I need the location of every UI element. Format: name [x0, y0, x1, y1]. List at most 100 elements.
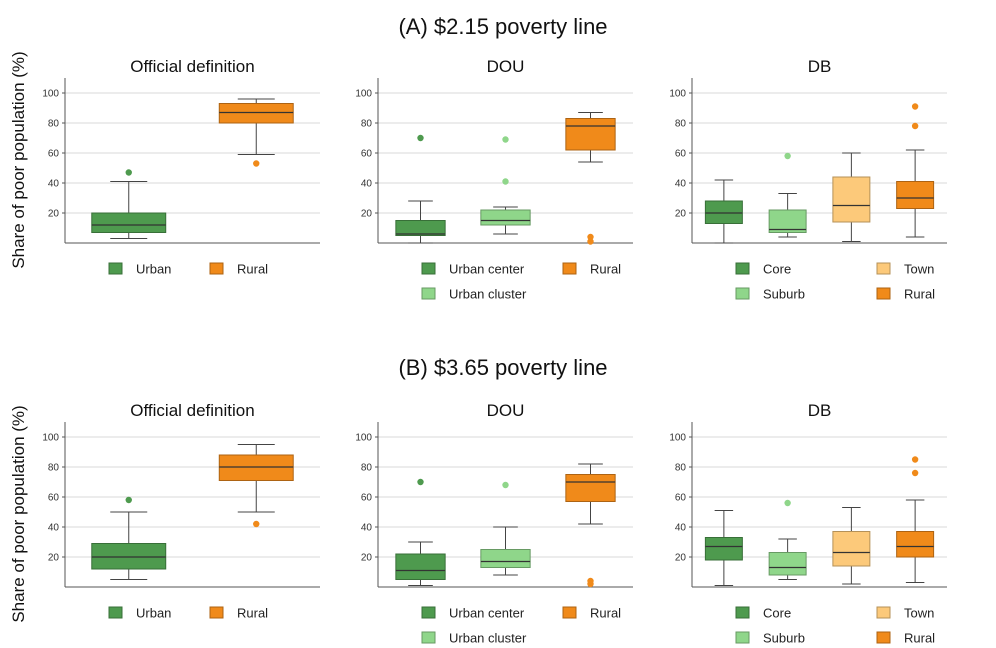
legend-item: Rural — [562, 262, 621, 277]
section-a-title: (A) $2.15 poverty line — [398, 14, 607, 39]
iqr-box — [832, 176, 871, 223]
legend-swatch — [562, 262, 577, 275]
legend-swatch — [876, 631, 891, 644]
section-b-title: (B) $3.65 poverty line — [398, 355, 607, 380]
y-tick-label: 100 — [42, 89, 59, 100]
y-tick-label: 80 — [48, 463, 60, 474]
y-tick-label: 40 — [361, 523, 373, 534]
iqr-box — [565, 118, 616, 151]
legend-swatch — [735, 287, 750, 300]
y-axis-label-a: Share of poor population (%) — [9, 51, 28, 268]
iqr-box — [395, 553, 446, 580]
outlier-point — [502, 178, 509, 185]
iqr-box — [91, 543, 167, 570]
legend-label: Urban — [136, 262, 171, 277]
legend-label: Rural — [590, 262, 621, 277]
box-town — [832, 152, 871, 242]
panel-title: DB — [808, 57, 832, 76]
panel-title: Official definition — [130, 57, 254, 76]
y-tick-label: 20 — [675, 553, 687, 564]
outlier-point — [587, 233, 594, 241]
outlier-point — [587, 238, 594, 245]
legend-label: Core — [763, 606, 791, 621]
y-tick-label: 20 — [48, 209, 60, 220]
iqr-box — [832, 531, 871, 567]
legend-label: Urban cluster — [449, 287, 527, 302]
box-rural — [565, 463, 616, 588]
legend-swatch — [876, 287, 891, 300]
legend-item: Urban — [108, 262, 171, 277]
outlier-point — [253, 160, 260, 167]
legend-label: Town — [904, 262, 934, 277]
legend-label: Rural — [904, 631, 935, 646]
iqr-box — [896, 181, 935, 209]
legend-swatch — [735, 262, 750, 275]
outlier-point — [784, 152, 791, 160]
panel-title: DOU — [487, 401, 525, 420]
y-tick-label: 80 — [361, 463, 373, 474]
outlier-point — [125, 496, 132, 504]
panel-title: DOU — [487, 57, 525, 76]
panel-a-1: Official definition 20 40 60 80 100 Urban Rural — [42, 57, 320, 277]
y-tick-label: 100 — [669, 89, 686, 100]
y-tick-label: 40 — [675, 179, 687, 190]
y-tick-label: 100 — [42, 433, 59, 444]
box-rural — [896, 456, 935, 583]
box-urban — [91, 169, 167, 239]
outlier-point — [502, 136, 509, 143]
box-urban-cluster — [480, 136, 531, 235]
legend-swatch — [562, 606, 577, 619]
outlier-point — [587, 577, 594, 585]
box-rural — [565, 112, 616, 245]
legend-swatch — [209, 606, 224, 619]
iqr-box — [480, 549, 531, 568]
box-urban-center — [395, 478, 446, 586]
outlier-point — [417, 478, 424, 486]
panel-a-3: DB 20 40 60 80 100 Core Town Suburb Rural — [669, 57, 947, 302]
legend-label: Rural — [904, 287, 935, 302]
panel-title: DB — [808, 401, 832, 420]
y-tick-label: 80 — [675, 463, 687, 474]
box-urban-cluster — [480, 481, 531, 576]
iqr-box — [565, 474, 616, 502]
outlier-point — [911, 469, 919, 477]
y-tick-label: 40 — [48, 523, 60, 534]
outlier-point — [253, 520, 260, 528]
box-core — [704, 510, 743, 586]
legend-swatch — [421, 631, 436, 644]
outlier-point — [784, 499, 791, 507]
outlier-point — [417, 134, 424, 142]
panel-b-1: Official definition 20 40 60 80 100 Urban Rural — [42, 401, 320, 621]
box-rural — [896, 103, 935, 238]
legend-swatch — [421, 262, 436, 275]
y-axis-label-b: Share of poor population (%) — [9, 405, 28, 622]
legend-swatch — [735, 631, 750, 644]
legend-item: Urban center — [421, 606, 525, 621]
iqr-box — [218, 103, 294, 124]
legend-item: Rural — [876, 631, 935, 646]
y-tick-label: 40 — [675, 523, 687, 534]
legend-item: Rural — [209, 606, 268, 621]
y-tick-label: 100 — [669, 433, 686, 444]
y-tick-label: 80 — [48, 119, 60, 130]
outlier-point — [125, 169, 132, 176]
box-suburb — [768, 152, 807, 238]
legend-item: Suburb — [735, 287, 805, 302]
legend-item: Rural — [562, 606, 621, 621]
iqr-box — [768, 209, 807, 233]
box-urban-center — [395, 134, 446, 244]
legend-item: Rural — [209, 262, 268, 277]
iqr-box — [218, 454, 294, 481]
legend-item: Town — [876, 606, 934, 621]
legend-swatch — [876, 606, 891, 619]
iqr-box — [768, 552, 807, 576]
y-tick-label: 60 — [675, 149, 687, 160]
y-tick-label: 80 — [675, 119, 687, 130]
panel-a-2: DOU 20 40 60 80 100 Urban center Rural Urban clu… — [355, 57, 633, 302]
legend-item: Core — [735, 262, 791, 277]
iqr-box — [896, 531, 935, 558]
y-tick-label: 60 — [48, 493, 60, 504]
y-tick-label: 40 — [48, 179, 60, 190]
legend-item: Rural — [876, 287, 935, 302]
legend-label: Urban cluster — [449, 631, 527, 646]
